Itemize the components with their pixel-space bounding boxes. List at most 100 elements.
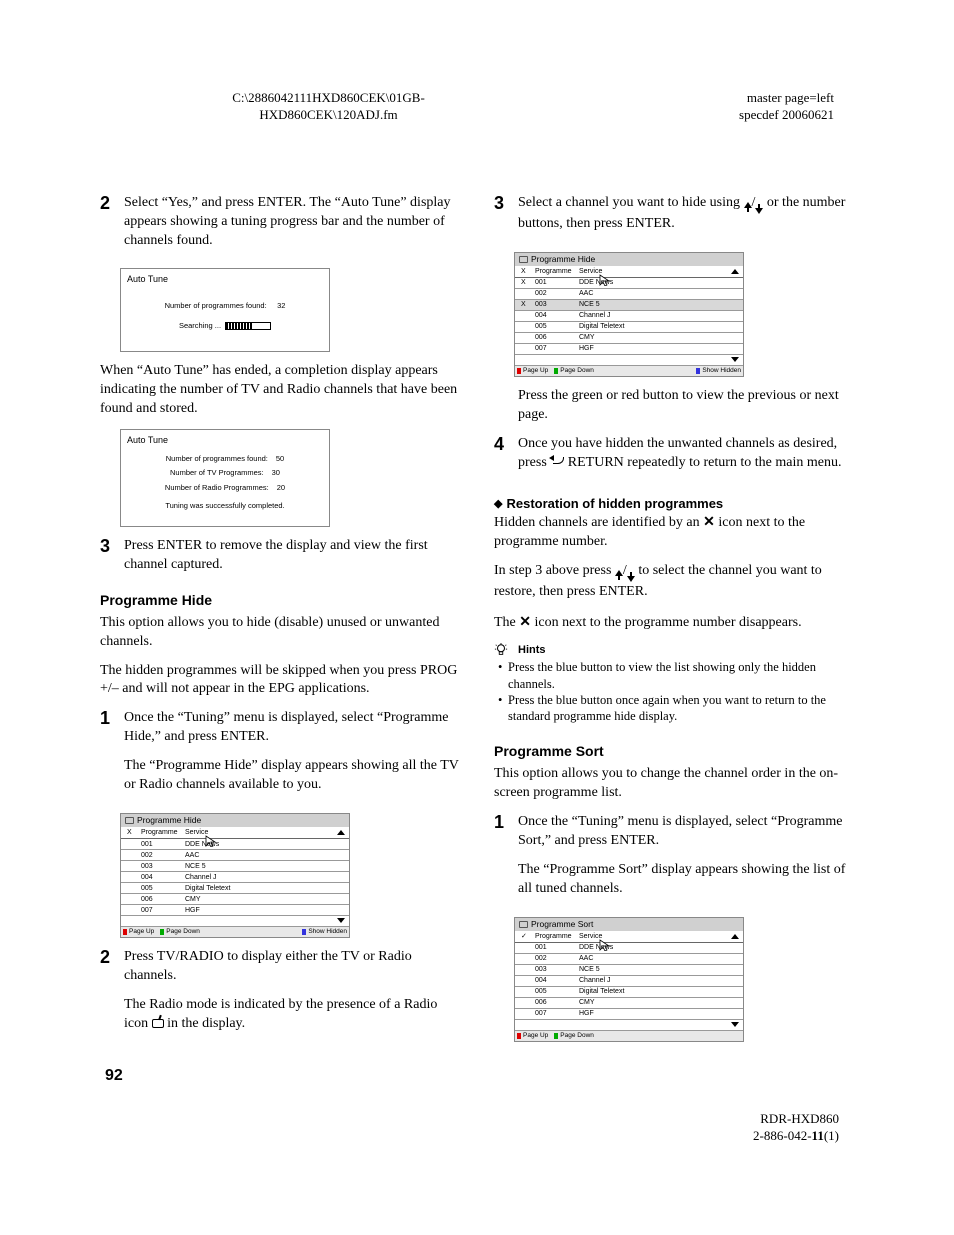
table-row: 007HGF [515, 1009, 743, 1020]
screenshot-titlebar: Programme Sort [515, 918, 743, 931]
red-chip-icon [517, 1033, 521, 1039]
cell-service: Channel J [579, 311, 737, 320]
table-row: 005Digital Teletext [515, 322, 743, 333]
cell-programme: 003 [535, 300, 579, 309]
r-step-4: 4 Once you have hidden the unwanted chan… [494, 435, 854, 483]
searching-label: Searching ... [179, 321, 221, 331]
step-2: 2 Select “Yes,” and press ENTER. The “Au… [100, 194, 460, 261]
ph-step-1: 1 Once the “Tuning” menu is displayed, s… [100, 709, 460, 805]
r-step3-text: Select a channel you want to hide using … [518, 194, 854, 234]
cell-mark: X [521, 278, 535, 287]
table-header: X Programme Service [515, 266, 743, 278]
show-hidden-label: Show Hidden [702, 367, 741, 376]
cell-programme: 003 [141, 862, 185, 871]
total-value: 50 [276, 454, 284, 463]
cell-programme: 007 [535, 1009, 579, 1018]
programme-hide-selected-screenshot: Programme Hide X Programme Service X001D… [514, 252, 744, 377]
up-arrow-icon [615, 564, 623, 583]
green-chip-icon [554, 368, 558, 374]
x-icon: ✕ [519, 613, 531, 629]
lightbulb-icon [494, 643, 508, 657]
cell-programme: 006 [535, 333, 579, 342]
scroll-down-icon [731, 1022, 739, 1027]
header-path: C:\2886042111HXD860CEK\01GB- HXD860CEK\1… [160, 90, 497, 124]
radio-value: 20 [277, 483, 285, 492]
table-row: 002AAC [121, 850, 349, 861]
red-chip-icon [517, 368, 521, 374]
restore-p1: Hidden channels are identified by an ✕ i… [494, 512, 854, 552]
header-path-line2: HXD860CEK\120ADJ.fm [160, 107, 497, 124]
step-number: 4 [494, 435, 518, 455]
page-up-label: Page Up [129, 928, 154, 937]
cell-service: Digital Teletext [579, 987, 737, 996]
r-step-3: 3 Select a channel you want to hide usin… [494, 194, 854, 244]
show-hidden-label: Show Hidden [308, 928, 347, 937]
page-number: 92 [105, 1067, 123, 1085]
cell-service: AAC [579, 289, 737, 298]
table-header: ✓ Programme Service [515, 931, 743, 943]
table-header: X Programme Service [121, 827, 349, 839]
programme-hide-screenshot: Programme Hide X Programme Service 001DD… [120, 813, 350, 938]
ph-step1-text1: Once the “Tuning” menu is displayed, sel… [124, 709, 460, 747]
green-red-note: Press the green or red button to view th… [518, 387, 854, 425]
programme-hide-desc-2: The hidden programmes will be skipped wh… [100, 662, 460, 700]
footer-model: RDR-HXD860 [753, 1111, 839, 1128]
screenshot-footer: Page Up Page Down [515, 1031, 743, 1041]
table-row: 007HGF [121, 905, 349, 916]
step-number: 2 [100, 948, 124, 968]
page-header: C:\2886042111HXD860CEK\01GB- HXD860CEK\1… [100, 90, 854, 124]
cell-programme: 002 [535, 954, 579, 963]
cell-service: Channel J [185, 873, 343, 882]
up-arrow-icon [744, 196, 752, 215]
folder-icon [519, 256, 528, 263]
cell-programme: 002 [535, 289, 579, 298]
screenshot-titlebar: Programme Hide [121, 814, 349, 827]
manual-page: C:\2886042111HXD860CEK\01GB- HXD860CEK\1… [0, 0, 954, 1235]
table-row: 007HGF [515, 344, 743, 355]
cell-service: DDE News [185, 840, 343, 849]
cell-service: Digital Teletext [185, 884, 343, 893]
col-programme: Programme [535, 267, 579, 276]
auto-tune-ended-text: When “Auto Tune” has ended, a completion… [100, 362, 460, 419]
radio-label: Number of Radio Programmes: [165, 483, 269, 492]
cell-service: CMY [185, 895, 343, 904]
hints-list: •Press the blue button to view the list … [498, 659, 854, 724]
restore-p2: In step 3 above press / to select the ch… [494, 562, 854, 602]
page-down-label: Page Down [166, 928, 200, 937]
header-meta: master page=left specdef 20060621 [497, 90, 834, 124]
blue-chip-icon [302, 929, 306, 935]
table-row: 005Digital Teletext [121, 883, 349, 894]
cell-programme: 005 [535, 987, 579, 996]
ps-step-1: 1 Once the “Tuning” menu is displayed, s… [494, 813, 854, 909]
programme-sort-desc: This option allows you to change the cha… [494, 765, 854, 803]
programme-sort-heading: Programme Sort [494, 742, 854, 761]
cell-service: CMY [579, 998, 737, 1007]
footer-meta: RDR-HXD860 2-886-042-11(1) [753, 1111, 839, 1145]
step-text: Select “Yes,” and press ENTER. The “Auto… [124, 194, 460, 251]
table-row: 004Channel J [515, 311, 743, 322]
step-3: 3 Press ENTER to remove the display and … [100, 537, 460, 585]
cell-service: DDE News [579, 278, 737, 287]
step-number: 1 [494, 813, 518, 833]
table-row: 006CMY [515, 333, 743, 344]
radio-icon [152, 1019, 164, 1028]
page-up-label: Page Up [523, 1032, 548, 1041]
cell-service: HGF [185, 906, 343, 915]
table-row: 003NCE 5 [515, 965, 743, 976]
page-up-label: Page Up [523, 367, 548, 376]
cell-programme: 001 [535, 278, 579, 287]
restore-p3: The ✕ icon next to the programme number … [494, 612, 854, 633]
folder-icon [519, 921, 528, 928]
step-number: 3 [494, 194, 518, 214]
cell-programme: 004 [535, 976, 579, 985]
programme-hide-heading: Programme Hide [100, 591, 460, 610]
right-column: 3 Select a channel you want to hide usin… [494, 194, 854, 1052]
total-label: Number of programmes found: [166, 454, 268, 463]
cell-programme: 006 [141, 895, 185, 904]
ph-step2-text1: Press TV/RADIO to display either the TV … [124, 948, 460, 986]
step-text: Press ENTER to remove the display and vi… [124, 537, 460, 575]
cell-service: AAC [185, 851, 343, 860]
programme-hide-desc-1: This option allows you to hide (disable)… [100, 614, 460, 652]
cell-programme: 007 [535, 344, 579, 353]
ph-step1-text2: The “Programme Hide” display appears sho… [124, 757, 460, 795]
